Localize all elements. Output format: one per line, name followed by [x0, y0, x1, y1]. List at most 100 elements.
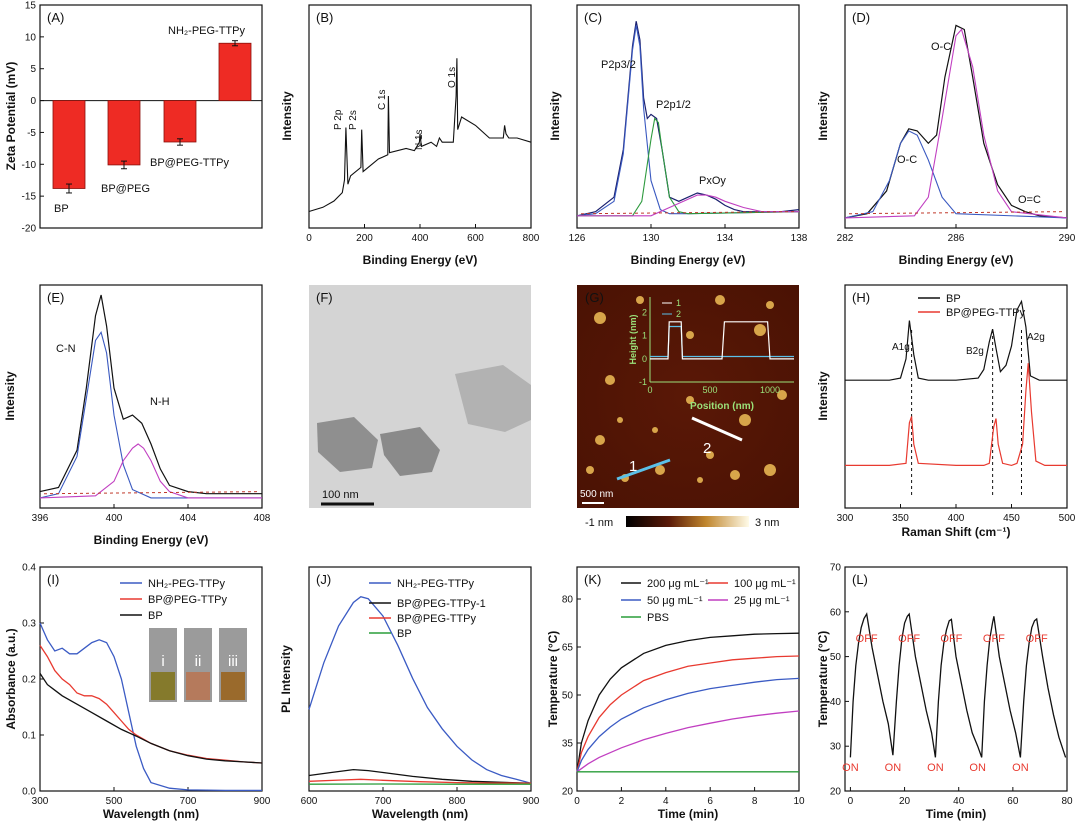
- legend-label: BP@PEG-TTPy: [397, 613, 477, 625]
- legend-label: BP@PEG-TTPy: [148, 594, 228, 606]
- bar: [163, 100, 197, 143]
- profile-label: 2: [703, 440, 711, 457]
- series-line: [845, 363, 1067, 467]
- category-label: BP@PEG-TTPy: [150, 157, 230, 169]
- colorbar: [626, 516, 749, 527]
- x-axis-title: Wavelength (nm): [372, 807, 468, 821]
- series-line: [39, 673, 263, 764]
- series-line: [845, 299, 1067, 381]
- series-line: [576, 21, 800, 217]
- panel-label: (G): [585, 290, 604, 305]
- panel-l: (L) 0 20 40 60 80 20 30 40 50 60 70 OFF OFF OFF OFF OFF O…: [816, 563, 1073, 822]
- off-label: OFF: [983, 633, 1005, 645]
- afm-flake: [686, 396, 694, 404]
- series-line: [576, 655, 800, 772]
- x-tick-label: 6: [707, 796, 713, 807]
- x-tick-label: 290: [1059, 233, 1076, 244]
- on-label: ON: [1012, 762, 1029, 774]
- y-tick-label: 50: [562, 691, 574, 702]
- panel-label: (A): [47, 10, 64, 25]
- afm-flake: [739, 414, 751, 426]
- panel-label: (C): [584, 10, 602, 25]
- category-label: BP@PEG: [101, 183, 150, 195]
- x-tick-label: 300: [837, 513, 854, 524]
- y-tick-label: 0.3: [22, 619, 36, 630]
- series-line: [844, 24, 1068, 219]
- peak-label: O-C: [897, 154, 917, 166]
- afm-flake: [686, 331, 694, 339]
- x-tick-label: 10: [793, 796, 805, 807]
- panel-label: (E): [47, 290, 64, 305]
- peak-label: C 1s: [377, 89, 388, 110]
- afm-flake: [764, 464, 776, 476]
- afm-flake: [766, 301, 774, 309]
- x-tick-label: 60: [1007, 796, 1019, 807]
- plot-frame: [308, 566, 532, 792]
- panel-k: (K) 0 2 4 6 8 10 20 35 50 65 80 200 μg mL⁻¹ 100 μg mL…: [546, 566, 805, 821]
- y-tick-label: 20: [562, 787, 574, 798]
- afm-flake: [655, 465, 665, 475]
- x-axis-title: Binding Energy (eV): [363, 253, 478, 267]
- series-line: [844, 28, 1068, 219]
- legend-label: BP@PEG-TTPy: [946, 307, 1026, 319]
- x-tick-label: 2: [619, 796, 625, 807]
- afm-flake: [636, 296, 644, 304]
- afm-flake: [605, 375, 615, 385]
- panel-i: (I) 300 500 700 900 0.0 0.1 0.2 0.3 0.4 NH₂-PEG-TT…: [4, 563, 271, 822]
- peak-label: P2p1/2: [656, 99, 691, 111]
- x-tick-label: 450: [1003, 513, 1020, 524]
- legend-label: BP@PEG-TTPy-1: [397, 598, 486, 610]
- x-tick-label: 286: [948, 233, 965, 244]
- afm-flake: [730, 470, 740, 480]
- x-axis-title: Time (min): [926, 807, 986, 821]
- y-tick-label: -10: [22, 160, 37, 171]
- panel-h: (H) 300 350 400 450 500 BP BP@PEG-TTPy A1g B2g A2g…: [816, 284, 1076, 539]
- x-tick-label: 20: [899, 796, 911, 807]
- on-label: ON: [927, 762, 944, 774]
- category-label: BP: [54, 203, 69, 215]
- legend-label: BP: [946, 293, 961, 305]
- y-axis-title: Temperature (°C): [546, 631, 560, 728]
- inset-x-tick: 500: [702, 385, 717, 395]
- x-tick-label: 500: [106, 796, 123, 807]
- colorbar-min: -1 nm: [585, 517, 613, 529]
- y-tick-label: 10: [25, 32, 37, 43]
- series-line: [39, 330, 262, 499]
- panel-b: (B) 0 200 400 600 800 P 2p P 2s C 1s N 1s O 1s Bind…: [280, 4, 540, 267]
- category-label: NH₂-PEG-TTPy: [168, 25, 245, 37]
- vial-solution: [221, 672, 245, 700]
- series-line: [308, 595, 532, 784]
- afm-flake: [617, 417, 623, 423]
- scale-label: 100 nm: [322, 489, 359, 501]
- afm-flake: [586, 466, 594, 474]
- vial-solution: [151, 672, 175, 700]
- afm-flake: [754, 324, 766, 336]
- series-line: [308, 58, 532, 213]
- plot-frame: [39, 4, 263, 229]
- y-axis-title: Zeta Potential (mV): [4, 62, 18, 171]
- x-tick-label: 900: [523, 796, 540, 807]
- x-tick-label: 0: [306, 233, 312, 244]
- x-tick-label: 0: [574, 796, 580, 807]
- peak-label: C-N: [56, 343, 76, 355]
- panel-a: (A) 15 10 5 0 -5 -10 -15 -20 BP BP@PEG BP@PEG-TTPy N…: [4, 1, 263, 235]
- series-line: [308, 778, 532, 784]
- peak-label: N 1s: [414, 129, 425, 150]
- inset-x-title: Position (nm): [690, 401, 754, 412]
- y-axis-title: Absorbance (a.u.): [4, 628, 18, 729]
- inset-x-tick: 0: [647, 385, 652, 395]
- on-label: ON: [842, 762, 859, 774]
- x-tick-label: 500: [1059, 513, 1076, 524]
- inset-legend-label: 1: [676, 298, 681, 308]
- y-axis-title: Intensity: [280, 91, 294, 141]
- nanosheet: [317, 417, 378, 472]
- off-label: OFF: [940, 633, 962, 645]
- x-tick-label: 80: [1061, 796, 1073, 807]
- peak-label: B2g: [966, 346, 984, 357]
- inset-y-tick: 0: [642, 354, 647, 364]
- y-tick-label: 20: [830, 787, 842, 798]
- series-line: [308, 768, 532, 784]
- x-tick-label: 130: [643, 233, 660, 244]
- afm-flake: [697, 477, 703, 483]
